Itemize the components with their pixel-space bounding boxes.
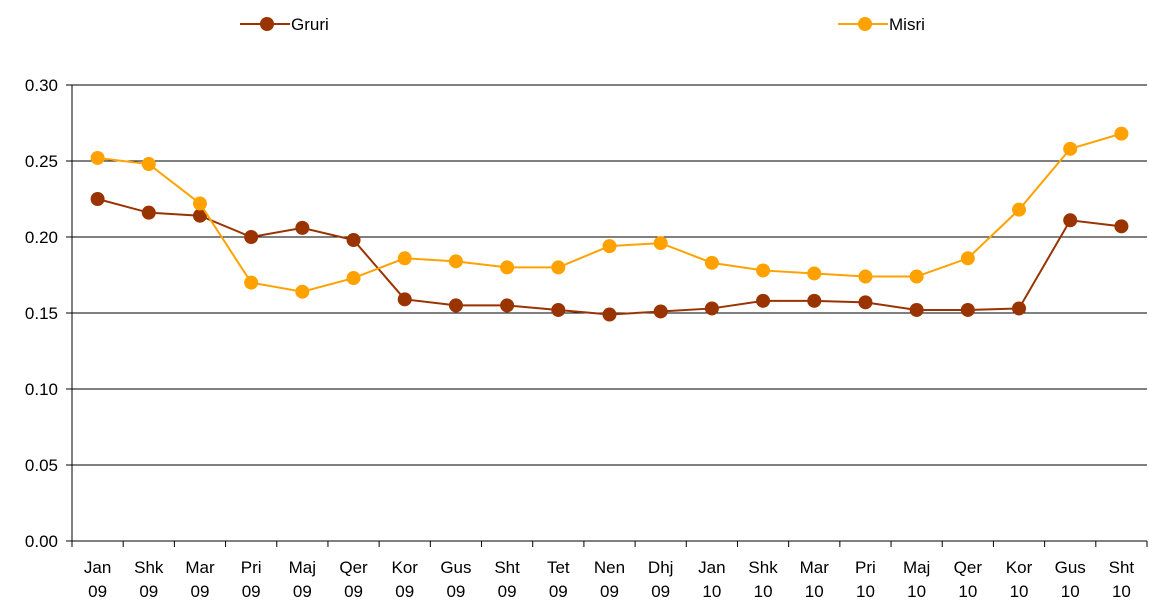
legend-marker	[260, 17, 274, 31]
point	[448, 298, 463, 313]
point	[858, 295, 873, 310]
y-tick-label: 0.00	[25, 532, 58, 551]
x-tick-label: Nen 09	[594, 558, 625, 601]
point	[551, 260, 566, 275]
point	[1012, 301, 1027, 316]
point	[1012, 202, 1027, 217]
x-tick-label: Pri 09	[241, 558, 262, 601]
point	[807, 293, 822, 308]
point	[141, 157, 156, 172]
point	[1063, 141, 1078, 156]
point	[346, 271, 361, 286]
point	[909, 269, 924, 284]
point	[756, 293, 771, 308]
legend-label: Gruri	[291, 15, 329, 34]
y-tick-label: 0.20	[25, 228, 58, 247]
point	[602, 307, 617, 322]
x-tick-label: Tet 09	[547, 558, 570, 601]
point	[397, 292, 412, 307]
legend-marker	[858, 17, 872, 31]
point	[397, 251, 412, 266]
point	[1063, 213, 1078, 228]
point	[295, 220, 310, 235]
x-tick-label: Sht 10	[1109, 558, 1135, 601]
point	[551, 302, 566, 317]
point	[960, 302, 975, 317]
point	[192, 196, 207, 211]
point	[602, 239, 617, 254]
x-tick-label: Maj 09	[289, 558, 316, 601]
point	[704, 255, 719, 270]
x-tick-label: Jan 10	[698, 558, 725, 601]
point	[346, 233, 361, 248]
point	[960, 251, 975, 266]
x-tick-label: Gus 09	[440, 558, 471, 601]
x-tick-label: Qer 10	[954, 558, 983, 601]
x-tick-label: Mar 10	[800, 558, 830, 601]
point	[244, 275, 259, 290]
x-tick-label: Shk 10	[748, 558, 778, 601]
y-tick-label: 0.15	[25, 304, 58, 323]
point	[500, 260, 515, 275]
point	[192, 208, 207, 223]
point	[448, 254, 463, 269]
point	[141, 205, 156, 220]
x-tick-label: Mar 09	[185, 558, 215, 601]
x-tick-label: Shk 09	[134, 558, 164, 601]
point	[653, 304, 668, 319]
point	[90, 150, 105, 165]
point	[653, 236, 668, 251]
point	[704, 301, 719, 316]
point	[1114, 219, 1129, 234]
point	[858, 269, 873, 284]
point	[500, 298, 515, 313]
point	[1114, 126, 1129, 141]
point	[807, 266, 822, 281]
y-tick-label: 0.30	[25, 76, 58, 95]
point	[90, 192, 105, 206]
point	[295, 284, 310, 299]
point	[244, 230, 259, 244]
x-tick-label: Maj 10	[903, 558, 930, 601]
y-tick-label: 0.05	[25, 456, 58, 475]
x-tick-label: Kor 10	[1006, 558, 1033, 601]
x-tick-label: Jan 09	[84, 558, 111, 601]
legend-label: Misri	[889, 15, 925, 34]
x-tick-label: Pri 10	[855, 558, 876, 601]
x-tick-label: Kor 09	[392, 558, 419, 601]
x-tick-label: Dhj 09	[648, 558, 674, 601]
y-tick-label: 0.10	[25, 380, 58, 399]
x-tick-label: Sht 09	[494, 558, 520, 601]
x-tick-label: Qer 09	[339, 558, 368, 601]
y-tick-label: 0.25	[25, 152, 58, 171]
point	[909, 302, 924, 317]
x-tick-label: Gus 10	[1055, 558, 1086, 601]
series-line	[97, 132, 1122, 293]
point	[756, 263, 771, 278]
